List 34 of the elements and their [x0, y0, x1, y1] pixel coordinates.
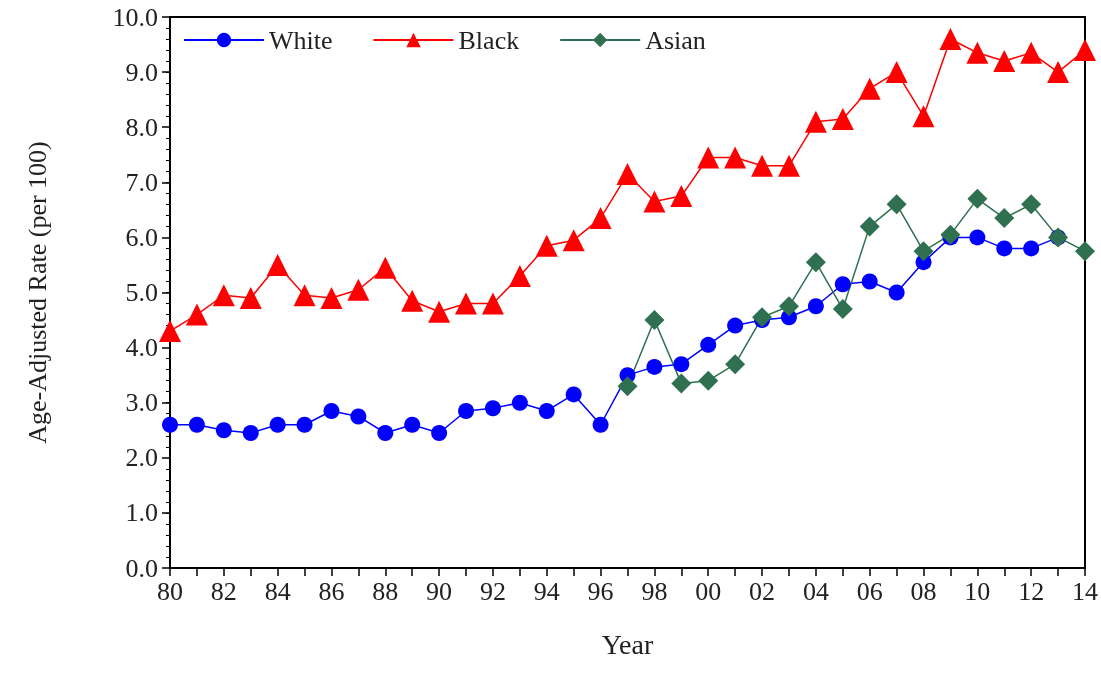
x-tick-label: 12 — [1018, 576, 1045, 606]
x-tick-label: 02 — [749, 576, 776, 606]
x-tick-label: 98 — [641, 576, 668, 606]
legend-label: Asian — [645, 25, 706, 55]
y-tick-label: 1.0 — [125, 498, 158, 528]
y-tick-label: 3.0 — [125, 388, 158, 418]
y-tick-label: 0.0 — [125, 553, 158, 583]
y-tick-label: 2.0 — [125, 443, 158, 473]
x-tick-label: 92 — [479, 576, 506, 606]
x-tick-label: 06 — [856, 576, 883, 606]
y-tick-label: 10.0 — [112, 2, 158, 32]
x-tick-label: 80 — [157, 576, 183, 606]
y-axis-title: Age-Adjusted Rate (per 100) — [22, 141, 52, 444]
x-tick-label: 86 — [318, 576, 345, 606]
x-tick-label: 94 — [533, 576, 560, 606]
y-tick-label: 9.0 — [125, 57, 158, 87]
x-tick-label: 90 — [426, 576, 453, 606]
x-tick-label: 08 — [910, 576, 937, 606]
legend-label: White — [269, 25, 333, 55]
y-tick-label: 8.0 — [125, 112, 158, 142]
x-tick-label: 84 — [264, 576, 291, 606]
x-tick-label: 82 — [210, 576, 237, 606]
y-tick-label: 7.0 — [125, 167, 158, 197]
legend-label: Black — [458, 25, 520, 55]
x-tick-label: 04 — [802, 576, 829, 606]
x-tick-label: 96 — [587, 576, 614, 606]
x-tick-label: 10 — [964, 576, 991, 606]
x-tick-label: 88 — [372, 576, 399, 606]
x-tick-label: 14 — [1072, 576, 1098, 606]
y-tick-label: 6.0 — [125, 222, 158, 252]
x-axis-title: Year — [601, 628, 654, 660]
x-tick-label: 00 — [695, 576, 722, 606]
y-tick-label: 5.0 — [125, 278, 158, 307]
y-tick-label: 4.0 — [125, 333, 158, 363]
